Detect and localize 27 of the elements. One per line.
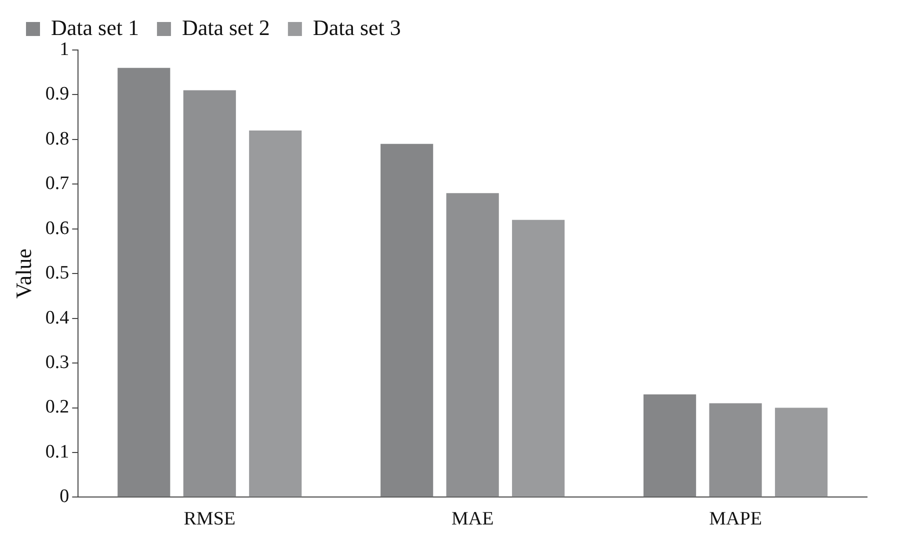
y-tick-label: 0.8 [45, 128, 70, 150]
bar [183, 90, 236, 497]
y-tick-label: 0.2 [45, 396, 70, 418]
y-axis-title: Value [10, 248, 36, 299]
bar [118, 68, 170, 497]
y-tick-label: 0.9 [45, 84, 70, 105]
x-tick-label: RMSE [184, 508, 236, 530]
y-tick-label: 0.5 [45, 262, 70, 284]
y-tick-label: 0 [60, 486, 70, 508]
y-tick-label: 0.3 [45, 352, 70, 374]
x-tick-label: MAE [451, 508, 494, 530]
bar [380, 144, 434, 497]
y-tick-label: 0.6 [45, 218, 70, 239]
legend-label: Data set 1 [51, 14, 139, 40]
bar [249, 130, 302, 497]
legend-label: Data set 3 [312, 14, 401, 40]
y-tick-label: 1 [60, 38, 70, 60]
bar [643, 394, 696, 497]
legend-label: Data set 2 [182, 14, 270, 40]
bar [774, 408, 828, 497]
x-tick-label: MAPE [709, 508, 762, 530]
bar [512, 220, 565, 497]
y-tick-label: 0.4 [45, 307, 70, 328]
y-tick-label: 0.7 [45, 173, 70, 194]
bar [446, 193, 499, 497]
bar [709, 403, 762, 497]
y-tick-label: 0.1 [45, 441, 70, 462]
